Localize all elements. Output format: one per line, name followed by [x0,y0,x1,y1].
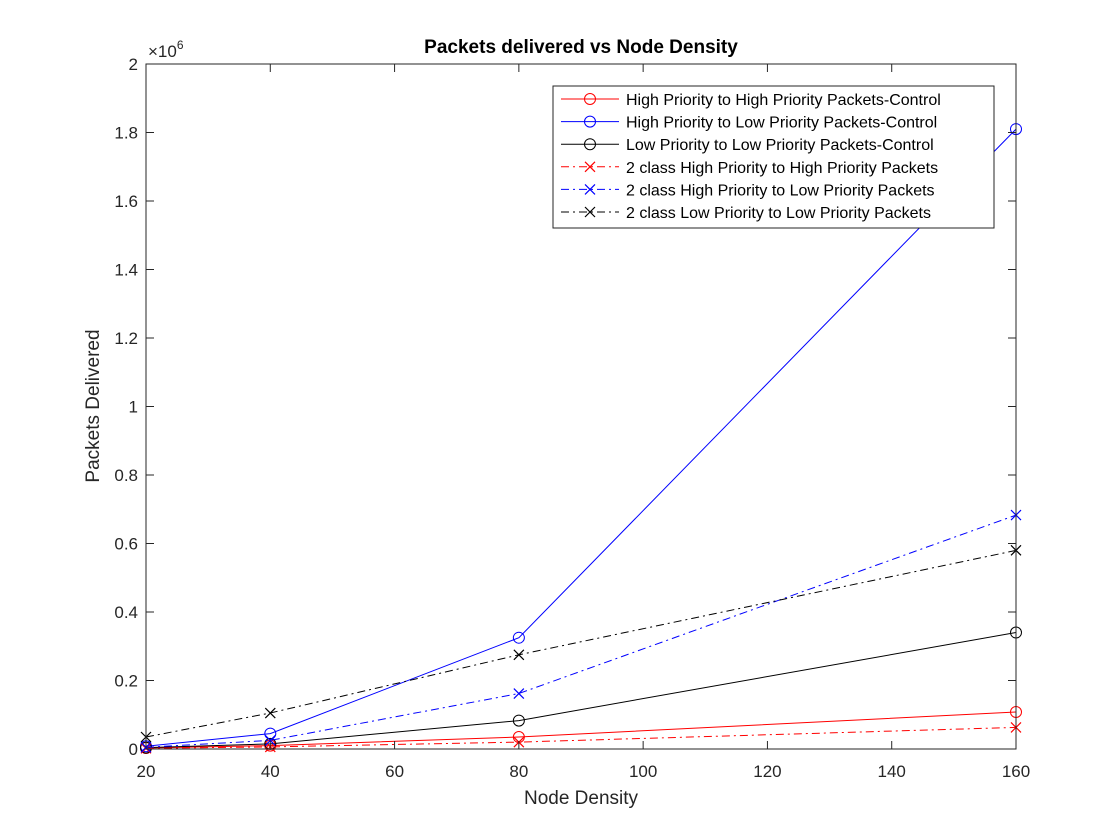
x-tick-label: 80 [509,762,528,781]
y-tick-label: 0.8 [114,466,138,485]
x-axis-ticks: 20 40 60 80 100 120 140 160 [137,64,1030,781]
legend: High Priority to High Priority Packets-C… [552,85,995,229]
y-multiplier-base: ×10 [148,42,177,61]
legend-label: Low Priority to Low Priority Packets-Con… [626,137,934,154]
y-tick-label: 0 [129,740,138,759]
series-line [145,549,1017,738]
data-point-marker [264,735,276,746]
legend-label: 2 class High Priority to Low Priority Pa… [626,182,935,199]
chart-title: Packets delivered vs Node Density [424,37,738,58]
legend-label: High Priority to Low Priority Packets-Co… [626,115,937,132]
series-6 [140,544,1022,743]
data-point-marker [513,649,525,661]
x-tick-label: 120 [753,762,781,781]
legend-item: 2 class Low Priority to Low Priority Pac… [561,205,931,222]
data-point-marker [513,688,525,699]
data-point-marker [512,631,525,644]
data-point-marker [584,115,596,128]
x-axis-label: Node Density [524,788,639,809]
y-axis-multiplier: ×106 [148,38,184,61]
y-tick-label: 0.6 [114,535,138,554]
y-tick-label: 1.4 [114,261,138,280]
x-tick-label: 20 [137,762,156,781]
legend-box [552,85,995,229]
y-multiplier-exponent: 6 [177,38,184,52]
y-tick-label: 1.6 [114,192,138,211]
legend-label: 2 class High Priority to High Priority P… [626,160,938,177]
legend-item: High Priority to High Priority Packets-C… [561,92,941,109]
y-tick-label: 0.4 [114,603,138,622]
x-tick-label: 140 [878,762,906,781]
data-point-marker [584,183,596,195]
legend-item: 2 class High Priority to Low Priority Pa… [561,182,935,199]
x-tick-label: 40 [261,762,280,781]
data-point-marker [264,707,276,719]
y-axis-label: Packets Delivered [83,329,104,482]
data-point-marker [584,161,596,173]
data-point-marker [264,727,277,740]
x-tick-label: 60 [385,762,404,781]
x-tick-label: 160 [1002,762,1030,781]
x-tick-label: 100 [629,762,657,781]
data-point-marker [584,206,596,218]
legend-item: 2 class High Priority to High Priority P… [561,160,938,177]
legend-label: High Priority to High Priority Packets-C… [626,92,941,109]
y-tick-label: 2 [129,55,138,74]
legend-item: Low Priority to Low Priority Packets-Con… [561,137,934,154]
y-axis-ticks: 0 0.2 0.4 0.6 0.8 1 1.2 1.4 1.6 1.8 2 [114,55,1016,759]
y-tick-label: 0.2 [114,672,138,691]
legend-item: High Priority to Low Priority Packets-Co… [561,115,937,132]
data-point-marker [584,93,596,105]
series-line [145,128,1017,747]
y-tick-label: 1 [129,398,138,417]
data-point-marker [512,714,525,727]
y-tick-label: 1.2 [114,329,138,348]
series-line [145,632,1017,749]
data-point-marker [584,138,596,151]
y-tick-label: 1.8 [114,124,138,143]
legend-label: 2 class Low Priority to Low Priority Pac… [626,205,931,222]
